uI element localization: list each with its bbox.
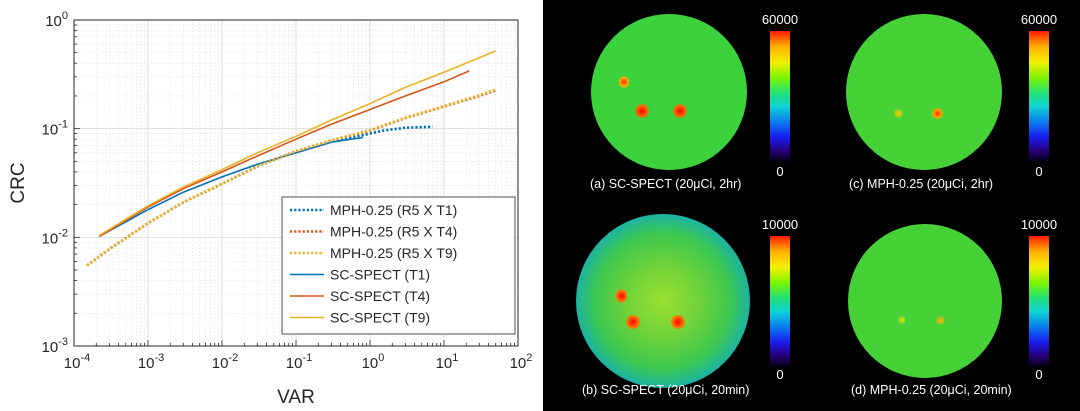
series-line-5 (98, 70, 470, 238)
colorbar-a-max: 60000 (761, 12, 799, 27)
hot-spot (932, 108, 943, 119)
x-tick-label: 102 (510, 352, 533, 372)
colorbar-b-max: 10000 (761, 217, 799, 232)
hot-spot (671, 315, 685, 329)
phantom-image-a (591, 14, 747, 170)
y-tick-label: 10-2 (42, 227, 68, 247)
hot-spot (616, 289, 627, 303)
y-tick-label: 10-3 (42, 336, 68, 356)
crc-var-chart: 10-4 10-3 10-2 10-1 100 101 102 10010-110-210-… (8, 10, 533, 408)
hot-spot (898, 316, 906, 324)
series-line-1 (86, 125, 433, 267)
x-tick-label: 10-1 (286, 352, 312, 372)
caption-a: (a) SC-SPECT (20μCi, 2hr) (590, 177, 742, 191)
x-tick-label: 10-4 (64, 352, 90, 372)
legend-label: MPH-0.25 (R5 X T9) (330, 245, 457, 261)
x-tick-labels: 10-4 10-3 10-2 10-1 100 101 102 (64, 352, 533, 372)
colorbar-c-min: 0 (1035, 164, 1043, 179)
tick-marks (73, 24, 516, 347)
hot-spot (936, 316, 945, 325)
legend: MPH-0.25 (R5 X T1) MPH-0.25 (R5 X T4) MPH-… (281, 196, 516, 335)
hot-spot (635, 104, 649, 118)
colorbar-c-max: 60000 (1020, 12, 1058, 27)
colorbar-a (770, 31, 790, 161)
colorbar-d-max: 10000 (1020, 217, 1058, 232)
legend-label: SC-SPECT (T9) (330, 310, 430, 326)
colorbar-d-min: 0 (1035, 367, 1043, 382)
colorbar-c (1029, 31, 1049, 161)
series-layer (86, 50, 497, 267)
hot-spot (673, 104, 687, 118)
legend-label: MPH-0.25 (R5 X T1) (330, 202, 457, 218)
y-tick-label: 10-1 (42, 119, 68, 139)
hot-spot (626, 315, 640, 329)
x-tick-label: 101 (436, 352, 459, 372)
phantom-image-d (848, 224, 1002, 378)
y-tick-label: 100 (45, 10, 68, 30)
x-tick-label: 100 (362, 352, 385, 372)
x-tick-label: 10-3 (138, 352, 164, 372)
legend-label: SC-SPECT (T4) (330, 288, 430, 304)
legend-label: SC-SPECT (T1) (330, 267, 430, 283)
caption-b: (b) SC-SPECT (20μCi, 20min) (582, 383, 750, 397)
colorbar-b (770, 236, 790, 366)
spect-image-panel: 60000 0 (a) SC-SPECT (20μCi, 2hr) 60000 … (543, 0, 1080, 411)
y-axis-label: CRC (8, 162, 29, 203)
hot-spot (619, 76, 629, 88)
legend-label: MPH-0.25 (R5 X T4) (330, 224, 457, 240)
phantom-image-b (576, 214, 750, 388)
phantom-image-c (846, 14, 1002, 170)
x-axis-label: VAR (277, 387, 315, 408)
colorbar-a-min: 0 (776, 164, 784, 179)
colorbar-d (1029, 236, 1049, 366)
legend-box (281, 196, 516, 335)
hot-spot (894, 109, 903, 118)
x-tick-label: 10-2 (212, 352, 238, 372)
y-tick-labels: 100 10-1 10-2 10-3 (42, 10, 68, 356)
series-line-6 (98, 50, 497, 237)
caption-c: (c) MPH-0.25 (20μCi, 2hr) (849, 177, 994, 191)
caption-d: (d) MPH-0.25 (20μCi, 20min) (851, 383, 1012, 397)
colorbar-b-min: 0 (776, 367, 784, 382)
